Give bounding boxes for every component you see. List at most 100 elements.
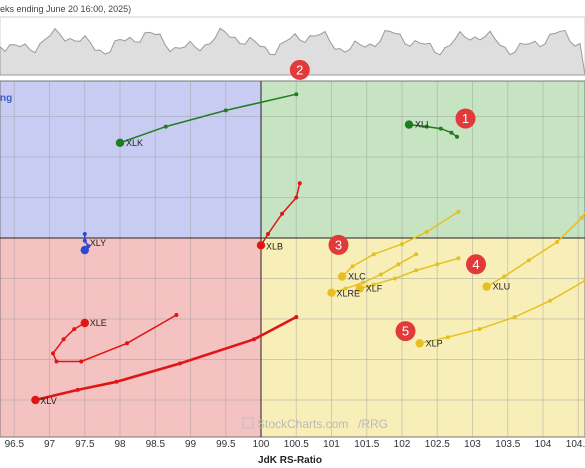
- badge-2: 2: [289, 59, 310, 80]
- tail-point: [371, 252, 376, 257]
- plot-frame: [0, 80, 585, 438]
- tail-point: [294, 195, 299, 200]
- tail-point: [361, 280, 366, 285]
- tail-xlv: XLV: [31, 315, 299, 406]
- head-marker-xly: [80, 245, 90, 255]
- x-tick-label: 102: [394, 439, 411, 450]
- head-marker-xlre: [327, 288, 336, 297]
- x-tick-label: 99: [185, 439, 197, 450]
- tail-point: [378, 272, 383, 277]
- badge-circle: [455, 108, 476, 129]
- tail-point: [54, 359, 59, 364]
- badge-5: 5: [395, 321, 416, 342]
- tail-point: [125, 341, 129, 346]
- tail-xlf: XLF: [355, 256, 461, 294]
- tail-point: [455, 134, 459, 139]
- stockcharts-watermark: StockCharts.com /RRG: [242, 417, 388, 431]
- tail-line-xlv: [34, 315, 298, 402]
- watermark-product: /RRG: [358, 417, 388, 431]
- tail-point: [424, 124, 429, 129]
- tail-point: [502, 274, 507, 279]
- tail-point: [393, 276, 397, 281]
- x-tick-label: 98.5: [146, 439, 166, 450]
- x-tick-label: 96.5: [5, 439, 25, 450]
- tail-point: [396, 262, 401, 267]
- badge-circle: [395, 321, 416, 342]
- head-marker-xlb: [256, 241, 266, 250]
- tail-line-xle: [52, 314, 178, 363]
- head-marker-xlv: [31, 395, 40, 405]
- tail-xly: XLY: [80, 232, 106, 255]
- tail-point: [75, 387, 80, 392]
- x-tick-label: 103.5: [495, 439, 520, 450]
- symbol-label-xlu: XLU: [493, 282, 511, 292]
- tail-point: [79, 359, 84, 364]
- head-marker-xlp: [415, 339, 424, 348]
- x-tick-label: 102.5: [425, 439, 450, 450]
- header-caption: eks ending June 20 16:00, 2025): [0, 4, 131, 14]
- tail-point: [438, 126, 443, 131]
- badge-number: 5: [402, 324, 409, 339]
- tail-point: [174, 313, 179, 317]
- tail-point: [445, 335, 450, 340]
- tail-point: [163, 124, 168, 129]
- tail-xle: XLE: [51, 313, 179, 364]
- symbol-label-xlp: XLP: [426, 338, 443, 348]
- symbol-label-xlv: XLV: [40, 396, 56, 406]
- tail-point: [51, 351, 55, 356]
- badge-1: 1: [455, 108, 476, 129]
- leading-quadrant: [261, 81, 585, 238]
- x-axis-tick-labels: 96.5 97 97.5 98 98.5 99 99.5 100 100.5 101 101.5 10…: [5, 439, 585, 450]
- tail-point: [266, 232, 270, 236]
- tail-xlb: XLB: [256, 181, 302, 251]
- badge-3: 3: [328, 234, 349, 255]
- badge-number: 2: [296, 62, 303, 77]
- improving-quadrant: [0, 81, 261, 238]
- tail-point: [82, 238, 87, 243]
- tail-point: [456, 256, 461, 261]
- symbol-label-xlre: XLRE: [337, 289, 361, 299]
- badge-circle: [289, 59, 310, 80]
- tail-point: [223, 108, 228, 113]
- x-tick-label: 99.5: [216, 439, 236, 450]
- badge-4: 4: [466, 254, 486, 275]
- tail-point: [512, 315, 517, 319]
- tail-xlp: XLP: [415, 278, 585, 348]
- x-tick-label: 100: [253, 439, 270, 450]
- symbol-label-xli: XLI: [415, 120, 429, 130]
- tail-point: [294, 315, 299, 319]
- overview-area: [0, 27, 585, 76]
- tail-point: [371, 282, 376, 287]
- x-tick-label: 104: [535, 439, 552, 450]
- symbol-label-xlb: XLB: [266, 241, 283, 251]
- head-marker-xlf: [355, 284, 364, 293]
- x-axis-title: JdK RS-Ratio: [258, 455, 322, 466]
- tail-xlre: XLRE: [327, 252, 419, 299]
- tail-point: [350, 264, 355, 269]
- tail-point: [280, 211, 285, 216]
- tail-point: [414, 268, 419, 273]
- tail-point: [414, 252, 419, 257]
- tail-point: [82, 232, 87, 236]
- lagging-quadrant: [0, 238, 261, 437]
- head-marker-xlk: [115, 138, 125, 147]
- tail-point: [555, 240, 560, 244]
- x-tick-label: 97.5: [75, 439, 95, 450]
- head-marker-xle: [80, 318, 90, 328]
- x-tick-label: 97: [44, 439, 56, 450]
- symbol-label-xle: XLE: [90, 318, 107, 328]
- badge-circle: [466, 254, 486, 275]
- head-marker-xlu: [482, 282, 491, 291]
- tail-point: [579, 215, 584, 220]
- tail-point: [477, 327, 482, 332]
- symbol-label-xlk: XLK: [126, 138, 143, 148]
- symbol-label-xlc: XLC: [348, 272, 366, 282]
- head-marker-xlc: [337, 272, 347, 281]
- tail-point: [86, 244, 91, 249]
- annotation-badges: 1 2 3 4 5: [289, 59, 486, 342]
- badge-number: 1: [462, 111, 469, 126]
- head-marker-xli: [404, 120, 414, 129]
- tail-point: [114, 379, 119, 384]
- tail-line-xlf: [358, 257, 460, 290]
